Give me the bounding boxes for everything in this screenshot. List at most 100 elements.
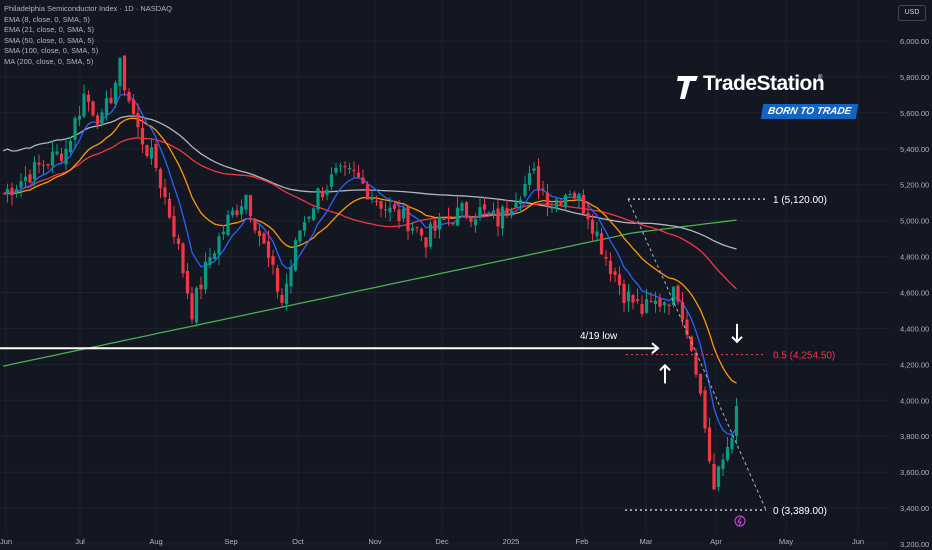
candle-body [590,219,595,234]
candle-body [622,283,626,304]
candle-body [455,207,460,226]
candle-body [491,210,496,213]
candle-body [653,300,658,305]
candle-body [284,283,289,305]
price-axis: 6,000.00 5,800.00 5,600.00 5,400.00 5,200.00… [900,37,929,549]
time-tick-label: Feb [576,537,589,546]
candle-body [176,238,181,244]
candle-body [208,257,212,265]
time-tick-label: Jul [75,537,85,546]
candle-body [446,216,451,220]
tradestation-icon [677,76,698,99]
candle-body [190,293,194,320]
candles [5,55,739,492]
price-tick-label: 5,400.00 [900,145,929,154]
price-tick-label: 5,000.00 [900,217,929,226]
candle-body [536,166,541,191]
price-tick-label: 3,200.00 [900,540,929,549]
candle-body [541,188,545,190]
candle-body [721,459,725,470]
candle-body [167,198,172,218]
candle-body [532,168,536,171]
sma50-line [2,137,737,290]
candle-body [451,222,455,225]
candle-body [104,98,109,116]
candle-body [266,241,271,258]
event-marker-icon[interactable] [734,515,746,527]
candle-body [302,221,307,231]
indicator-ema21[interactable]: EMA (21, close, 0, SMA, 5) [4,25,95,35]
candle-body [608,260,613,274]
candle-body [185,270,190,294]
candle-body [545,192,550,206]
candle-body [221,231,226,235]
candle-body [311,208,316,220]
candle-body [307,216,311,219]
support-arrow-head [651,342,660,354]
candle-body [383,209,388,211]
time-axis: Jun Jul Aug Sep Oct Nov Dec 2025 Feb Mar Apr May Jun [0,537,864,546]
up-arrow-icon [659,363,671,384]
annotations: 4/19 low 1 (5,120.00) 0.5 (4,254.50) 0 (3,3… [0,195,835,527]
candle-body [685,319,689,336]
candle-body [518,199,523,205]
indicator-sma50[interactable]: SMA (50, close, 0, SMA, 5) [4,35,95,45]
time-tick-label: Jun [852,537,864,546]
indicator-ma200[interactable]: MA (200, close, 0, SMA, 5) [4,56,94,66]
candle-body [329,174,334,187]
price-tick-label: 4,200.00 [900,360,929,369]
candle-body [514,202,518,208]
candle-body [149,147,154,159]
candle-body [181,243,185,274]
time-tick-label: 2025 [503,537,520,546]
candle-body [10,187,14,196]
candle-body [235,210,239,216]
candle-body [343,166,347,168]
candle-body [734,406,739,436]
indicator-ema8[interactable]: EMA (8, close, 0, SMA, 5) [4,14,90,24]
candle-body [442,218,446,221]
candle-body [203,261,208,290]
candle-body [59,153,64,161]
candle-body [505,208,509,215]
candle-body [635,299,640,301]
price-tick-label: 5,800.00 [900,73,929,82]
candle-body [46,164,50,166]
candle-body [131,99,136,115]
candle-body [716,466,721,487]
candle-body [50,151,55,166]
candle-body [5,189,10,193]
candle-body [226,215,230,235]
candle-body [680,301,685,320]
candle-body [41,164,46,166]
candle-body [388,207,392,213]
indicator-sma100[interactable]: SMA (100, close, 0, SMA, 5) [4,46,99,56]
candle-body [14,189,19,193]
grid [0,0,890,545]
candle-body [730,438,734,450]
candle-body [275,268,280,292]
price-tick-label: 4,400.00 [900,324,929,333]
candle-body [644,298,649,313]
currency-button[interactable]: USD [898,5,926,21]
time-tick-label: Sep [224,537,237,546]
candle-body [581,194,586,214]
candle-body [194,287,199,323]
candle-body [32,161,37,180]
candle-body [703,390,707,429]
candle-body [334,168,338,173]
sma100-line [2,115,737,250]
candle-body [604,256,608,259]
time-tick-label: Apr [710,537,722,546]
candle-body [23,176,28,182]
fib-trend-line[interactable] [627,198,767,511]
candle-body [239,206,244,215]
candle-body [199,284,203,290]
candle-body [464,202,469,217]
candle-body [140,127,145,145]
candle-body [689,336,694,351]
time-tick-label: Dec [435,537,449,546]
logo-tagline: BORN TO TRADE [760,104,859,119]
candle-body [230,210,235,216]
